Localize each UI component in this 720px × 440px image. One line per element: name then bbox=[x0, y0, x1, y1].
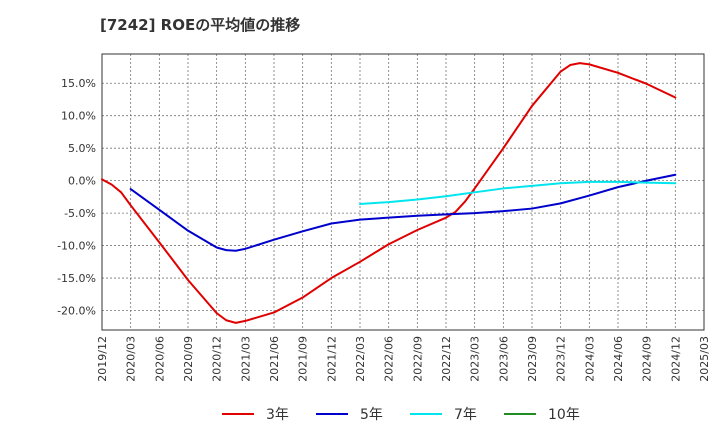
x-tick-label: 2024/06 bbox=[612, 336, 625, 382]
x-tick-label: 2024/12 bbox=[669, 336, 682, 382]
legend-label-3: 7年 bbox=[454, 407, 477, 423]
x-tick-label: 2021/12 bbox=[325, 336, 338, 382]
x-tick-label: 2024/09 bbox=[641, 336, 654, 382]
x-tick-label: 2021/09 bbox=[297, 336, 310, 382]
x-tick-label: 2022/06 bbox=[383, 336, 396, 382]
x-tick-label: 2021/06 bbox=[268, 336, 281, 382]
plot-frame bbox=[101, 53, 705, 331]
x-tick-label: 2020/03 bbox=[125, 336, 138, 382]
y-axis-ticks: 15.0% 10.0% 5.0% 0.0% -5.0% -10.0% -15.0% -20.0… bbox=[57, 77, 96, 317]
x-tick-label: 2021/03 bbox=[239, 336, 252, 382]
x-tick-label: 2024/03 bbox=[583, 336, 596, 382]
y-tick-label: -20.0% bbox=[57, 305, 96, 318]
x-tick-label: 2025/03 bbox=[698, 336, 711, 382]
legend: 3年 5年 7年 10年 bbox=[222, 407, 580, 423]
x-tick-label: 2022/12 bbox=[440, 336, 453, 382]
x-tick-label: 2020/12 bbox=[211, 336, 224, 382]
series-line-1 bbox=[101, 62, 677, 324]
legend-label-1: 3年 bbox=[266, 407, 289, 423]
x-axis-ticks: 2019/12 2020/03 2020/06 2020/09 2020/12 2021/… bbox=[96, 336, 711, 382]
series-layer bbox=[101, 62, 677, 324]
x-tick-label: 2019/12 bbox=[96, 336, 109, 382]
y-tick-label: -15.0% bbox=[57, 272, 96, 285]
x-tick-label: 2023/06 bbox=[497, 336, 510, 382]
y-tick-label: 0.0% bbox=[68, 175, 96, 188]
x-tick-label: 2020/06 bbox=[153, 336, 166, 382]
grid-layer bbox=[102, 54, 704, 330]
legend-label-4: 10年 bbox=[548, 407, 580, 423]
y-tick-label: -5.0% bbox=[64, 207, 96, 220]
x-tick-label: 2022/09 bbox=[411, 336, 424, 382]
y-tick-label: 10.0% bbox=[61, 110, 96, 123]
x-tick-label: 2023/09 bbox=[526, 336, 539, 382]
series-line-3 bbox=[359, 180, 677, 206]
y-tick-label: -10.0% bbox=[57, 240, 96, 253]
x-tick-label: 2022/03 bbox=[354, 336, 367, 382]
y-tick-label: 5.0% bbox=[68, 142, 96, 155]
legend-label-2: 5年 bbox=[360, 407, 383, 423]
chart-title: [7242] ROEの平均値の推移 bbox=[100, 16, 301, 34]
x-tick-label: 2023/03 bbox=[469, 336, 482, 382]
series-line-2 bbox=[129, 173, 677, 252]
x-tick-label: 2023/12 bbox=[555, 336, 568, 382]
x-tick-label: 2020/09 bbox=[182, 336, 195, 382]
y-tick-label: 15.0% bbox=[61, 77, 96, 90]
